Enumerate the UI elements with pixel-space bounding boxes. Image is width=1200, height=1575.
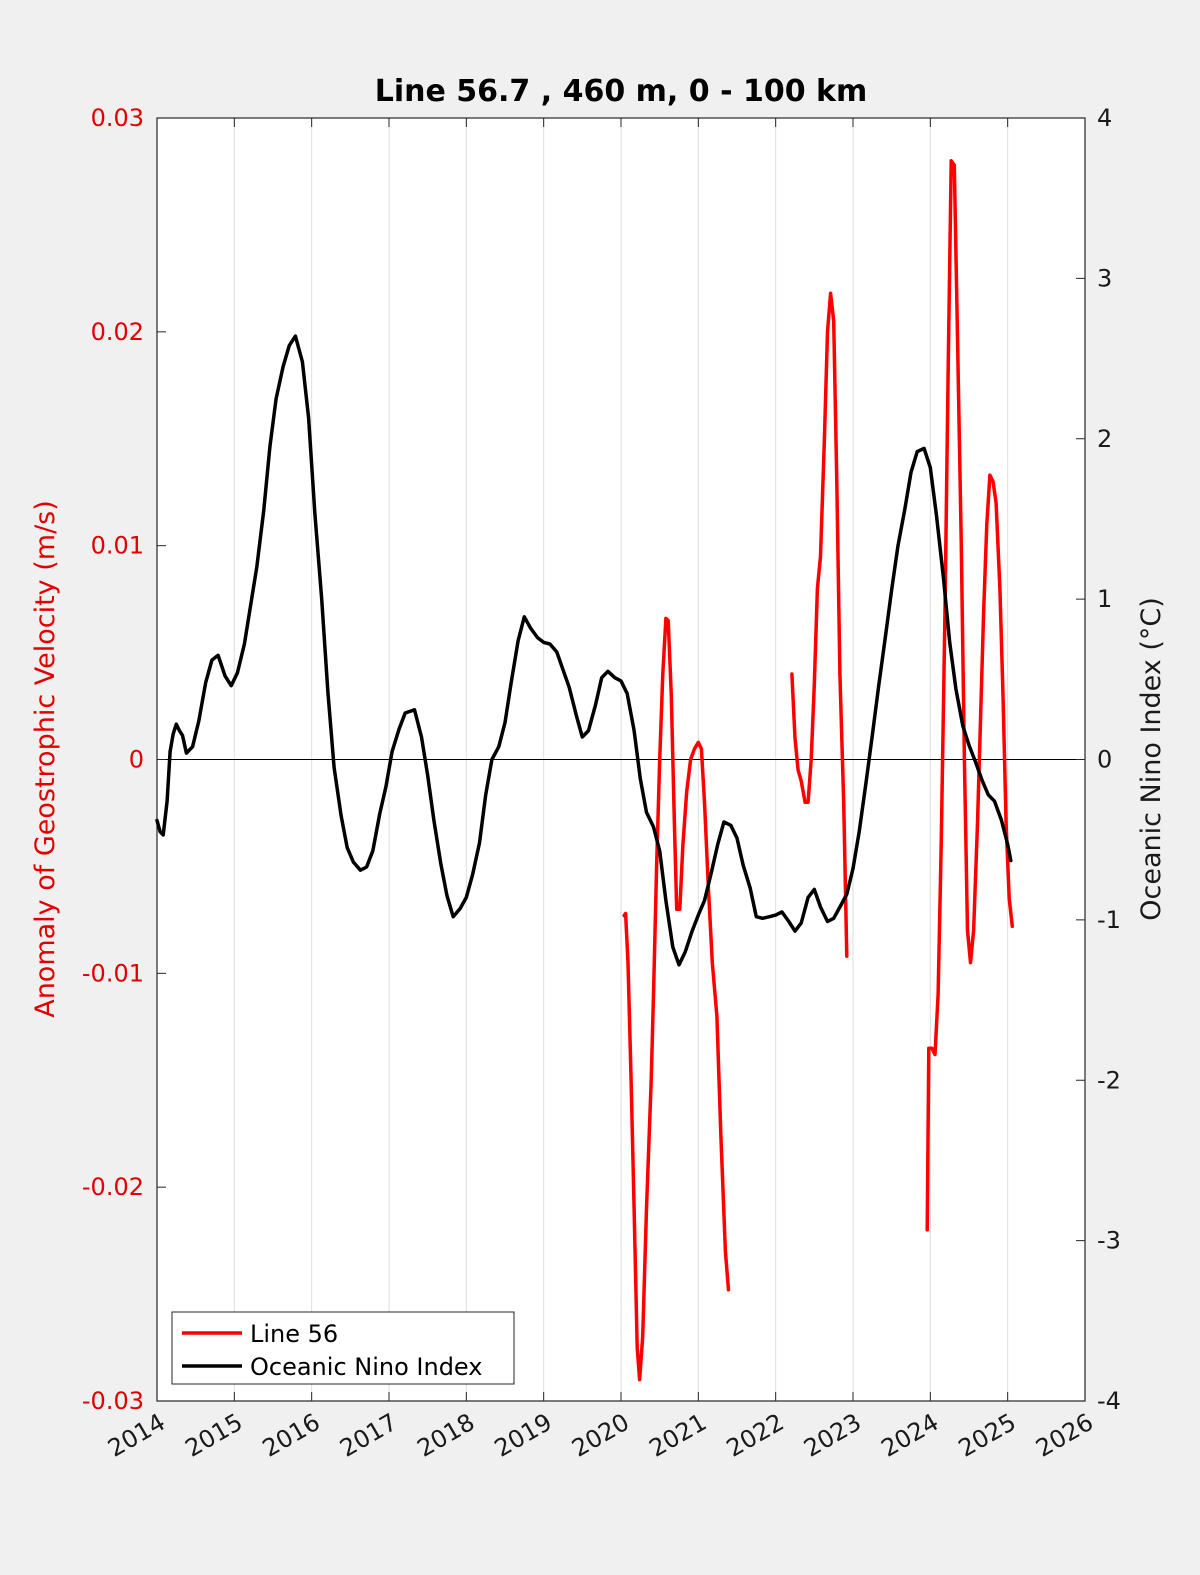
- x-tick-label: 2025: [954, 1408, 1021, 1463]
- y-right-tick-label: -3: [1097, 1227, 1121, 1255]
- x-tick-label: 2024: [876, 1408, 943, 1463]
- x-tick-label: 2019: [490, 1408, 557, 1463]
- y-left-tick-label: 0: [129, 746, 144, 774]
- legend-label-oni: Oceanic Nino Index: [250, 1353, 482, 1381]
- x-tick-label: 2018: [412, 1408, 479, 1463]
- y-right-tick-label: -2: [1097, 1066, 1121, 1094]
- x-tick-label: 2017: [335, 1408, 402, 1463]
- y-axis-left-label: Anomaly of Geostrophic Velocity (m/s): [30, 500, 61, 1018]
- x-tick-label: 2015: [180, 1408, 247, 1463]
- series-line-line-56: [925, 159, 1015, 1232]
- y-left-tick-label: -0.01: [82, 959, 144, 987]
- series-layer: [155, 159, 1015, 1382]
- y-right-tick-label: 2: [1097, 425, 1112, 453]
- legend-label-line56: Line 56: [250, 1320, 338, 1348]
- y-right-tick-label: 4: [1097, 104, 1112, 132]
- chart-title: Line 56.7 , 460 m, 0 - 100 km: [375, 74, 868, 109]
- series-line-line-56: [622, 616, 731, 1382]
- y-left-tick-label: 0.01: [91, 532, 144, 560]
- y-right-tick-label: -1: [1097, 906, 1121, 934]
- x-tick-label: 2022: [722, 1408, 789, 1463]
- x-tick-label: 2021: [644, 1408, 711, 1463]
- y-right-tick-label: 1: [1097, 585, 1112, 613]
- x-tick-label: 2014: [103, 1408, 170, 1463]
- y-left-tick-label: -0.03: [82, 1387, 144, 1415]
- y-left-tick-label: -0.02: [82, 1173, 144, 1201]
- y-left-tick-label: 0.03: [91, 104, 144, 132]
- x-tick-label: 2020: [567, 1408, 634, 1463]
- y-right-tick-label: -4: [1097, 1387, 1121, 1415]
- x-tick-label: 2023: [799, 1408, 866, 1463]
- y-right-tick-label: 3: [1097, 264, 1112, 292]
- y-left-tick-label: 0.02: [91, 318, 144, 346]
- y-right-tick-label: 0: [1097, 746, 1112, 774]
- legend-box: [171, 1311, 515, 1385]
- series-line-line-56: [790, 291, 849, 958]
- x-tick-label: 2016: [258, 1408, 325, 1463]
- x-tick-label: 2026: [1031, 1408, 1098, 1463]
- legend: Line 56 Oceanic Nino Index: [171, 1311, 515, 1385]
- y-axis-right-label: Oceanic Nino Index (°C): [1136, 597, 1167, 921]
- series-line-oceanic-nino-index: [155, 334, 1013, 967]
